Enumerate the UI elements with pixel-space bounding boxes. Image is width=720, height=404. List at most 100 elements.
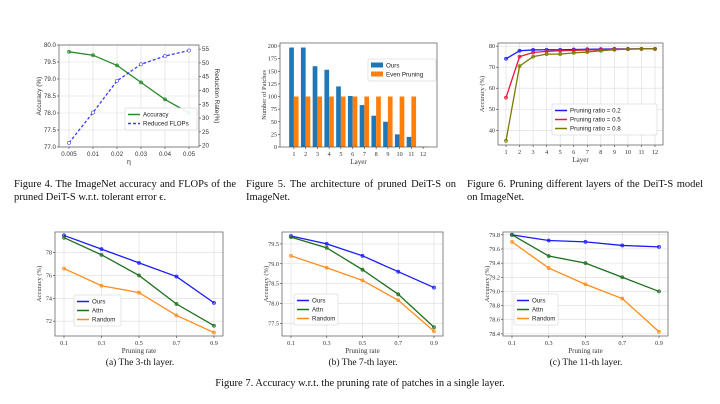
data-point (137, 260, 141, 265)
data-point (571, 50, 576, 55)
x-axis-label: Layer (350, 158, 367, 166)
bar-ours (324, 69, 330, 147)
x-tick-label: 9 (386, 151, 389, 158)
y-tick-label: 78.0 (268, 300, 279, 307)
data-point (546, 238, 551, 243)
data-point (360, 278, 365, 283)
legend-box (367, 58, 437, 82)
x-tick-label: 0.9 (210, 340, 218, 347)
y-tick-label: 50 (489, 106, 495, 113)
x-tick-label: 0.7 (173, 340, 181, 347)
data-point (558, 48, 563, 53)
y-tick-label: 78.5 (268, 281, 279, 288)
data-point (517, 64, 522, 69)
y-axis-label: Accuracy (%) (484, 266, 491, 302)
x-tick-label: 1 (292, 151, 295, 158)
data-point (67, 49, 71, 54)
y-right-tick-label: 55 (202, 46, 209, 53)
bar-even-pruning (305, 96, 311, 147)
bar-ours (394, 134, 400, 147)
x-tick-label: 12 (420, 151, 426, 158)
series-line (68, 49, 190, 144)
figure-6-caption: Figure 6. Pruning different layers of th… (467, 179, 703, 203)
x-tick-label: 10 (625, 149, 631, 156)
y-tick-label: 79.0 (44, 76, 57, 83)
y-tick-label: 79.0 (268, 261, 279, 268)
bar-ours (383, 121, 388, 147)
y-right-tick-label: 20 (202, 143, 209, 150)
x-tick-label: 4 (328, 151, 331, 158)
bar-ours (289, 47, 294, 148)
x-tick-label: 0.3 (98, 340, 106, 347)
data-point (546, 266, 551, 270)
legend: Accuracy Reduced FLOPs (124, 107, 198, 131)
y-tick-label: 200 (268, 43, 277, 50)
plot-frame (281, 231, 444, 337)
x-tick-label: 8 (375, 151, 378, 158)
y-tick-label: 25 (271, 131, 277, 138)
y-tick-label: 70 (489, 64, 495, 71)
y-tick-label: 78.0 (44, 110, 57, 117)
y-tick-label: 125 (268, 81, 277, 88)
data-point (324, 265, 329, 270)
legend-label: Random (92, 317, 115, 324)
bar-ours (312, 66, 318, 147)
data-point (139, 80, 143, 85)
data-point (432, 325, 436, 330)
legend: Ours Attn Random (513, 293, 559, 326)
x-tick-label: 5 (559, 149, 562, 156)
y-axis-label: Accuracy (%) (36, 266, 43, 302)
legend-label: Attn (312, 307, 324, 314)
series-line (505, 48, 655, 98)
data-point (517, 54, 522, 59)
x-tick-label: 0.1 (60, 340, 68, 347)
data-point (360, 267, 365, 272)
data-point (115, 78, 119, 83)
x-tick-label: 0.04 (159, 151, 172, 158)
data-point (137, 273, 141, 278)
y-tick-label: 72 (46, 318, 52, 325)
data-point (531, 54, 535, 59)
bar-even-pruning (293, 96, 299, 147)
data-point (620, 243, 625, 248)
y-tick-label: 79.2 (489, 274, 500, 281)
x-tick-label: 0.02 (111, 151, 124, 158)
data-point (396, 298, 401, 303)
data-point (612, 47, 617, 52)
x-tick-label: 0.5 (135, 340, 143, 347)
x-tick-label: 10 (397, 151, 403, 158)
y-tick-label: 80 (489, 43, 495, 50)
y-right-tick-label: 40 (202, 87, 209, 94)
y-tick-label: 79.5 (268, 241, 279, 248)
y-tick-label: 175 (268, 56, 277, 63)
figure-4-caption: Figure 4. The ImageNet accuracy and FLOP… (14, 179, 236, 203)
y-axis-label: Accuracy (%) (263, 266, 270, 302)
y-right-tick-label: 50 (202, 60, 209, 67)
data-point (558, 52, 563, 57)
y-axis-label: Number of Patches (261, 70, 268, 120)
data-point (626, 47, 630, 51)
data-point (91, 110, 95, 115)
bar-even-pruning (411, 96, 417, 147)
x-tick-label: 0.5 (582, 340, 590, 347)
y-tick-label: 50 (271, 119, 277, 126)
legend-label: Reduced FLOPs (143, 121, 189, 128)
y-tick-label: 79.6 (489, 246, 500, 253)
y-right-tick-label: 35 (202, 101, 209, 108)
data-point (657, 289, 661, 294)
y-tick-label: 150 (268, 68, 277, 75)
y-tick-label: 74 (46, 295, 52, 302)
data-point (163, 97, 167, 102)
legend-box (551, 103, 658, 136)
x-tick-label: 4 (545, 149, 548, 156)
y-tick-label: 77.0 (44, 144, 57, 151)
legend-label: Pruning ratio = 0.5 (570, 117, 621, 124)
data-point (289, 235, 293, 240)
data-point (91, 53, 95, 58)
chart-1: 77.0 77.5 78.0 78.5 79.0 79.5 80.0 20 25 30 35 40 45… (36, 42, 220, 166)
figure-5-caption: Figure 5. The architecture of pruned Dei… (246, 179, 456, 203)
data-point (360, 253, 365, 258)
x-tick-label: 11 (638, 149, 644, 156)
data-point (396, 269, 401, 274)
data-point (531, 50, 535, 55)
